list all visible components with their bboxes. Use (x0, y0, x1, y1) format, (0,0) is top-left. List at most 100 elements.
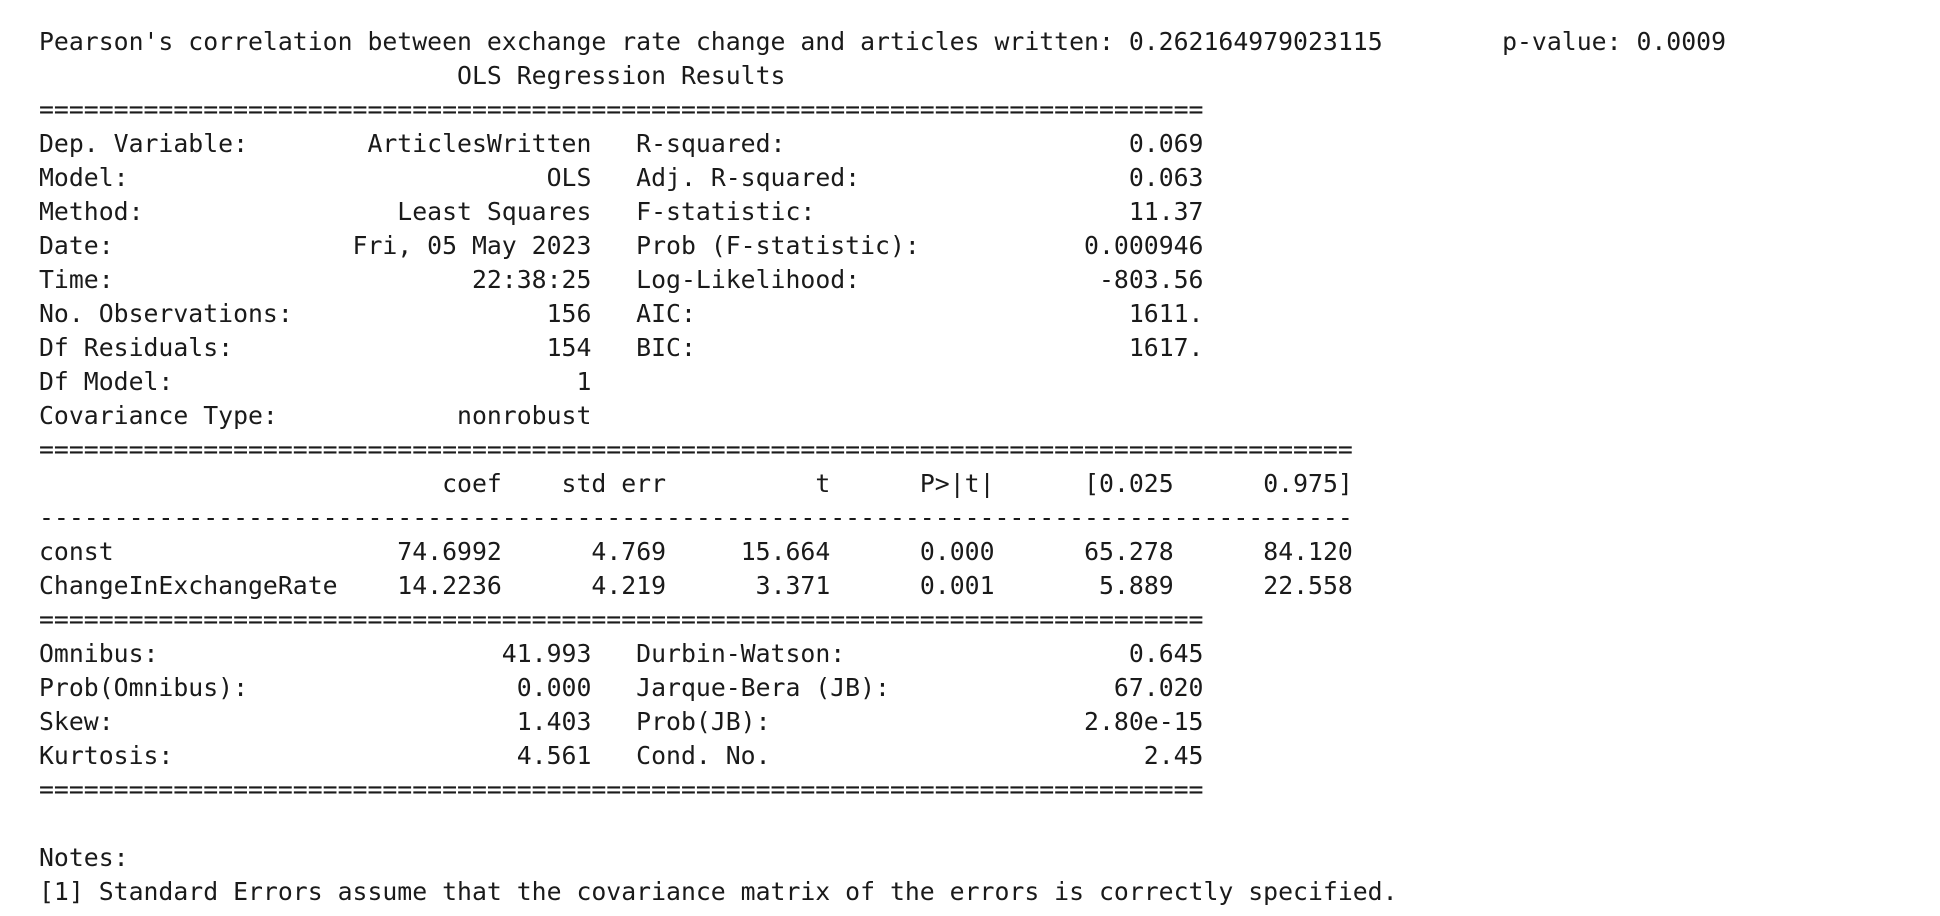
summary-left-label: Dep. Variable: (39, 129, 323, 158)
summary-right-value: -803.56 (949, 265, 1204, 294)
diagnostics-row: Omnibus: 41.993 Durbin-Watson: 0.645 (39, 637, 1726, 671)
coef-header-cell: std err (501, 469, 667, 498)
summary-left-value: 1 (322, 367, 592, 396)
summary-left-value: 156 (322, 299, 592, 328)
gap (39, 61, 457, 90)
summary-right-value: 0.063 (949, 163, 1204, 192)
diagnostics-left-value: 1.403 (322, 707, 592, 736)
summary-right-label: Adj. R-squared: (591, 163, 950, 192)
separator-rule: ========================================… (39, 95, 1204, 124)
diagnostics-right-label: Cond. No. (591, 741, 950, 770)
coef-row-value: 74.6992 (337, 537, 502, 566)
summary-left-label: Model: (39, 163, 323, 192)
summary-row: Dep. Variable: ArticlesWritten R-squared… (39, 127, 1726, 161)
summary-row: Method: Least Squares F-statistic: 11.37 (39, 195, 1726, 229)
coef-header-cell: t (666, 469, 831, 498)
pvalue-value: 0.0009 (1636, 27, 1727, 56)
separator-rule: ----------------------------------------… (39, 503, 1353, 532)
diagnostics-left-label: Skew: (39, 707, 323, 736)
notebook-output: Pearson's correlation between exchange r… (39, 25, 1726, 909)
summary-right-label: BIC: (591, 333, 950, 362)
diagnostics-left-label: Omnibus: (39, 639, 323, 668)
summary-row: Df Model: 1 (39, 365, 1726, 399)
pvalue-label: p-value: (1502, 27, 1637, 56)
coef-row-name: ChangeInExchangeRate (39, 571, 338, 600)
summary-right-label: F-statistic: (591, 197, 950, 226)
summary-right-label: Prob (F-statistic): (591, 231, 950, 260)
summary-right-label: R-squared: (591, 129, 950, 158)
summary-left-label: Covariance Type: (39, 401, 323, 430)
separator: ========================================… (39, 773, 1726, 807)
summary-right-value: 1617. (949, 333, 1204, 362)
gap (39, 469, 353, 498)
separator-rule: ========================================… (39, 775, 1204, 804)
coef-header-cell: coef (352, 469, 502, 498)
notes-heading: Notes: (39, 843, 129, 872)
blank-line (39, 807, 1726, 841)
diagnostics-right-value: 67.020 (949, 673, 1204, 702)
coef-row-name: const (39, 537, 338, 566)
summary-right-value: 0.000946 (949, 231, 1204, 260)
summary-row: Model: OLS Adj. R-squared: 0.063 (39, 161, 1726, 195)
diagnostics-left-label: Kurtosis: (39, 741, 323, 770)
summary-row: Date: Fri, 05 May 2023 Prob (F-statistic… (39, 229, 1726, 263)
gap (1383, 27, 1502, 56)
diagnostics-row: Prob(Omnibus): 0.000 Jarque-Bera (JB): 6… (39, 671, 1726, 705)
summary-left-value: 22:38:25 (322, 265, 592, 294)
coef-row-value: 15.664 (666, 537, 831, 566)
notes-heading-line: Notes: (39, 841, 1726, 875)
coef-row: const 74.6992 4.769 15.664 0.000 65.278 … (39, 535, 1726, 569)
diagnostics-left-label: Prob(Omnibus): (39, 673, 323, 702)
diagnostics-left-value: 41.993 (322, 639, 592, 668)
correlation-label: Pearson's correlation between exchange r… (39, 27, 1129, 56)
summary-left-label: Method: (39, 197, 323, 226)
diagnostics-right-label: Durbin-Watson: (591, 639, 950, 668)
diagnostics-right-label: Jarque-Bera (JB): (591, 673, 950, 702)
coef-row-value: 4.219 (501, 571, 667, 600)
summary-left-value: OLS (322, 163, 592, 192)
notes-item-line: [1] Standard Errors assume that the cova… (39, 875, 1726, 909)
coef-row-value: 84.120 (1173, 537, 1353, 566)
coef-row-value: 3.371 (666, 571, 831, 600)
separator: ========================================… (39, 603, 1726, 637)
summary-left-value: Least Squares (322, 197, 592, 226)
coef-header-row: coef std err t P>|t| [0.025 0.975] (39, 467, 1726, 501)
coef-row: ChangeInExchangeRate 14.2236 4.219 3.371… (39, 569, 1726, 603)
diagnostics-left-value: 0.000 (322, 673, 592, 702)
summary-left-value: nonrobust (322, 401, 592, 430)
summary-title-line: OLS Regression Results (39, 59, 1726, 93)
summary-left-label: Df Model: (39, 367, 323, 396)
diagnostics-row: Kurtosis: 4.561 Cond. No. 2.45 (39, 739, 1726, 773)
coef-row-value: 0.001 (830, 571, 995, 600)
diagnostics-right-value: 0.645 (949, 639, 1204, 668)
coef-header-cell: P>|t| (830, 469, 995, 498)
summary-left-label: No. Observations: (39, 299, 323, 328)
summary-left-value: Fri, 05 May 2023 (322, 231, 592, 260)
coef-row-value: 0.000 (830, 537, 995, 566)
summary-left-value: ArticlesWritten (322, 129, 592, 158)
coef-header-cell: 0.975] (1173, 469, 1353, 498)
summary-title: OLS Regression Results (457, 61, 786, 90)
coef-row-value: 4.769 (501, 537, 667, 566)
summary-right-value: 11.37 (949, 197, 1204, 226)
diagnostics-right-value: 2.45 (949, 741, 1204, 770)
diagnostics-right-value: 2.80e-15 (949, 707, 1204, 736)
summary-left-label: Time: (39, 265, 323, 294)
correlation-line: Pearson's correlation between exchange r… (39, 25, 1726, 59)
separator: ========================================… (39, 433, 1726, 467)
summary-right-label: Log-Likelihood: (591, 265, 950, 294)
separator: ----------------------------------------… (39, 501, 1726, 535)
summary-left-value: 154 (322, 333, 592, 362)
diagnostics-row: Skew: 1.403 Prob(JB): 2.80e-15 (39, 705, 1726, 739)
summary-left-label: Df Residuals: (39, 333, 323, 362)
diagnostics-left-value: 4.561 (322, 741, 592, 770)
notes-item: [1] Standard Errors assume that the cova… (39, 877, 1398, 906)
separator: ========================================… (39, 93, 1726, 127)
summary-row: No. Observations: 156 AIC: 1611. (39, 297, 1726, 331)
summary-row: Time: 22:38:25 Log-Likelihood: -803.56 (39, 263, 1726, 297)
diagnostics-right-label: Prob(JB): (591, 707, 950, 736)
summary-right-value: 1611. (949, 299, 1204, 328)
coef-row-value: 5.889 (994, 571, 1174, 600)
coef-row-value: 14.2236 (337, 571, 502, 600)
coef-row-value: 22.558 (1173, 571, 1353, 600)
